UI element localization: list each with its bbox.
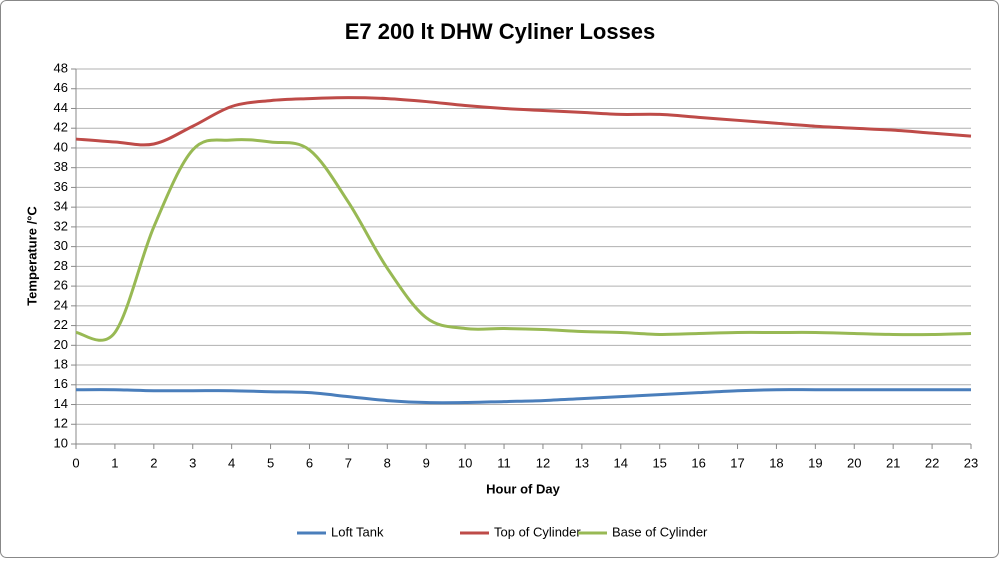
y-tick-label: 24	[54, 297, 68, 312]
x-tick-label: 10	[458, 455, 472, 470]
y-tick-label: 36	[54, 179, 68, 194]
y-tick-label: 38	[54, 159, 68, 174]
legend-label: Top of Cylinder	[494, 524, 581, 539]
y-tick-label: 40	[54, 139, 68, 154]
x-tick-label: 9	[423, 455, 430, 470]
x-tick-label: 14	[614, 455, 628, 470]
x-tick-label: 12	[536, 455, 550, 470]
x-tick-label: 22	[925, 455, 939, 470]
x-tick-label: 20	[847, 455, 861, 470]
x-tick-label: 5	[267, 455, 274, 470]
y-tick-label: 14	[54, 396, 68, 411]
y-tick-label: 46	[54, 80, 68, 95]
x-tick-label: 6	[306, 455, 313, 470]
x-tick-label: 11	[497, 455, 511, 470]
x-tick-label: 23	[964, 455, 978, 470]
legend-label: Loft Tank	[331, 524, 384, 539]
y-tick-label: 20	[54, 337, 68, 352]
y-tick-label: 16	[54, 376, 68, 391]
y-tick-label: 28	[54, 258, 68, 273]
x-axis-label: Hour of Day	[486, 481, 560, 496]
y-tick-label: 18	[54, 356, 68, 371]
x-tick-label: 3	[189, 455, 196, 470]
chart-title: E7 200 lt DHW Cyliner Losses	[345, 19, 656, 44]
y-tick-label: 26	[54, 278, 68, 293]
y-tick-label: 12	[54, 416, 68, 431]
x-tick-label: 0	[72, 455, 79, 470]
x-tick-label: 15	[652, 455, 666, 470]
y-tick-label: 34	[54, 199, 68, 214]
x-tick-label: 21	[886, 455, 900, 470]
y-tick-label: 10	[54, 435, 68, 450]
line-series	[75, 96, 972, 147]
x-tick-label: 4	[228, 455, 235, 470]
x-tick-label: 18	[769, 455, 783, 470]
x-tick-label: 17	[730, 455, 744, 470]
y-tick-label: 32	[54, 218, 68, 233]
y-tick-label: 22	[54, 317, 68, 332]
legend-label: Base of Cylinder	[612, 524, 708, 539]
line-series	[75, 388, 971, 405]
x-tick-label: 1	[111, 455, 118, 470]
x-tick-label: 8	[384, 455, 391, 470]
y-tick-label: 44	[54, 100, 68, 115]
y-tick-label: 42	[54, 120, 68, 135]
x-tick-label: 13	[575, 455, 589, 470]
line-series	[75, 138, 972, 342]
x-tick-label: 7	[345, 455, 352, 470]
x-tick-label: 2	[150, 455, 157, 470]
y-tick-label: 30	[54, 238, 68, 253]
y-tick-label: 48	[54, 60, 68, 75]
x-tick-label: 16	[691, 455, 705, 470]
y-axis-label: Temperature /°C	[24, 206, 39, 306]
x-tick-label: 19	[808, 455, 822, 470]
